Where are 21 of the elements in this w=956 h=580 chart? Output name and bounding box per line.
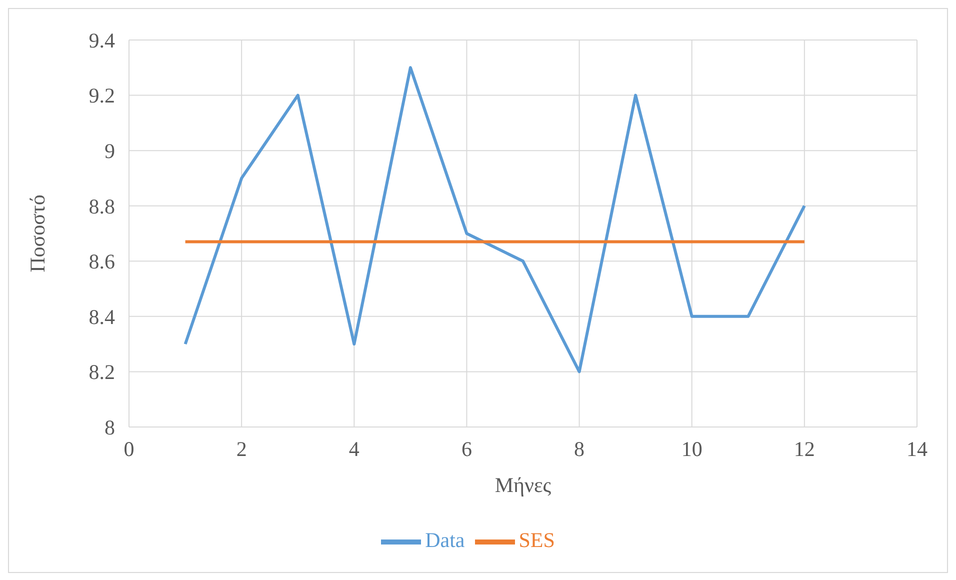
x-tick-label: 0 (124, 436, 134, 461)
y-axis-title: Ποσοστό (25, 194, 50, 272)
y-tick-label: 8.6 (88, 250, 115, 274)
x-tick-label: 10 (681, 436, 702, 461)
x-tick-label: 8 (574, 436, 585, 461)
y-tick-label: 9.4 (88, 28, 116, 52)
x-tick-label: 12 (794, 436, 815, 461)
legend-label: SES (518, 528, 555, 552)
y-tick-label: 9 (104, 139, 115, 164)
x-tick-label: 14 (906, 436, 928, 461)
x-tick-label: 6 (461, 436, 472, 461)
y-tick-label: 8.8 (88, 194, 115, 218)
y-tick-label: 8.4 (88, 304, 116, 329)
x-tick-label: 2 (236, 436, 247, 461)
x-tick-label: 4 (348, 436, 360, 461)
y-tick-label: 9.2 (88, 84, 115, 108)
line-series (184, 66, 806, 374)
y-tick-label: 8 (104, 415, 115, 440)
y-tick-label: 8.2 (88, 360, 115, 384)
legend-label: Data (425, 528, 465, 552)
x-axis-title: Μήνες (494, 472, 552, 497)
